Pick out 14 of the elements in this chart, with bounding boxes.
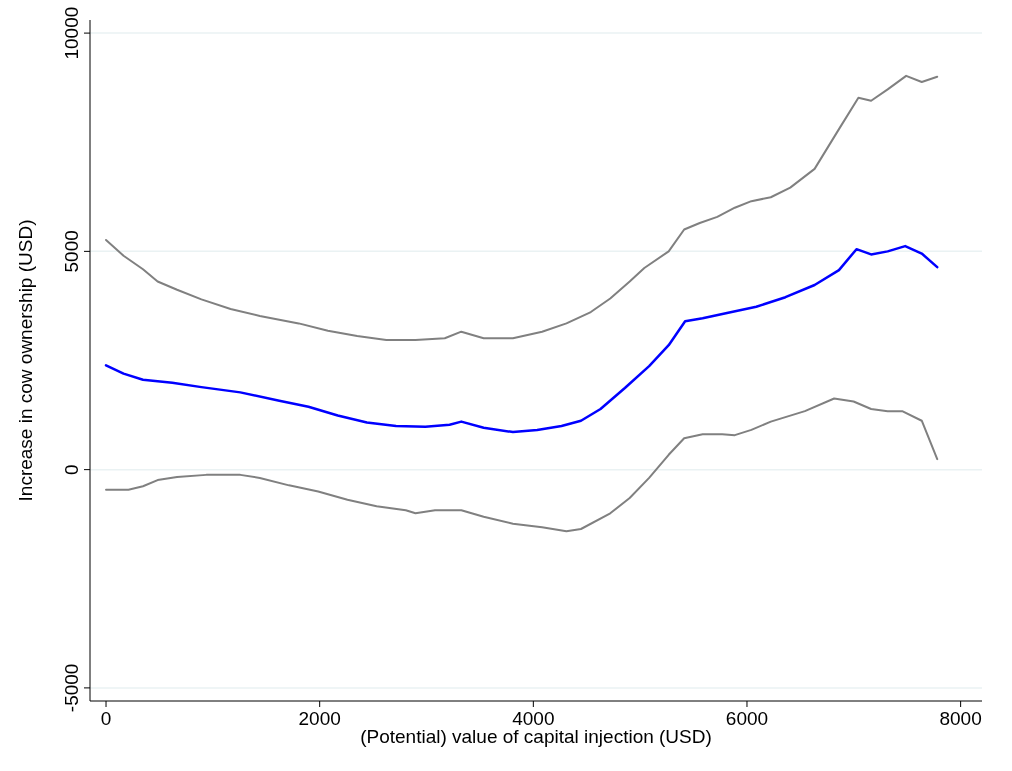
x-axis-title: (Potential) value of capital injection (USD): [360, 726, 712, 747]
y-axis-title: Increase in cow ownership (USD): [15, 219, 36, 502]
y-tick-label: -5000: [61, 663, 82, 713]
x-tick-label: 4000: [512, 708, 555, 729]
y-tick-label: 10000: [61, 6, 82, 60]
y-tick-label: 5000: [61, 230, 82, 273]
line-series: [105, 397, 939, 533]
x-tick-label: 2000: [298, 708, 341, 729]
y-tick-label: 0: [61, 464, 82, 475]
x-tick-label: 0: [100, 708, 112, 729]
x-tick-label: 6000: [725, 708, 769, 729]
x-tick-label: 8000: [939, 708, 982, 729]
line-series: [104, 244, 939, 434]
line-series: [105, 74, 939, 341]
